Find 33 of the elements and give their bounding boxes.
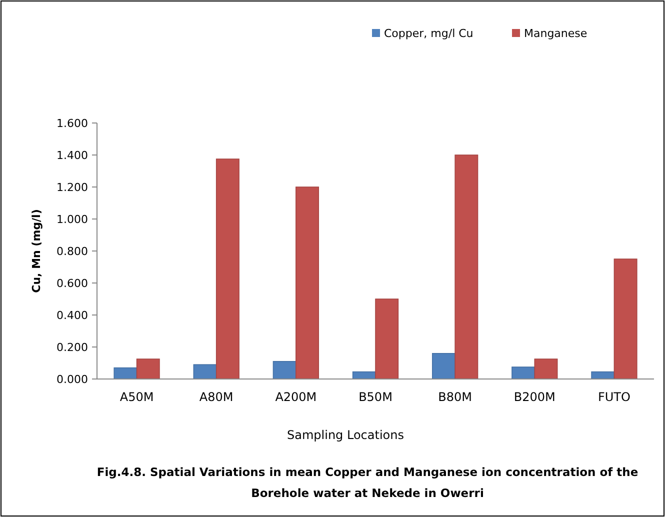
bar <box>454 154 478 380</box>
y-tick-label: 1.600 <box>56 116 88 130</box>
bar <box>114 367 138 380</box>
y-tick-label: 1.400 <box>56 148 88 162</box>
y-tick-label: 1.200 <box>56 180 88 194</box>
x-tick-label: A80M <box>199 390 234 404</box>
bar <box>512 366 536 380</box>
legend-label: Copper, mg/l Cu <box>384 26 474 40</box>
x-tick-label: B50M <box>358 390 392 404</box>
y-tick-label: 0.600 <box>56 276 88 290</box>
x-tick-label: FUTO <box>598 390 630 404</box>
x-tick-label: B80M <box>438 390 472 404</box>
text: Fig.4.8. Spatial Variations in mean Copper and Manganese ion concentration of the Borehole water at Nekede in Owerri <box>96 465 638 500</box>
x-tick-label: A50M <box>120 390 154 404</box>
bar <box>375 298 399 380</box>
bar <box>534 358 558 380</box>
bar <box>432 353 456 380</box>
bar <box>193 364 217 380</box>
x-tick-label: A200M <box>275 390 317 404</box>
y-tick-label: 0.800 <box>56 244 88 258</box>
x-tick-label: B200M <box>514 390 556 404</box>
bar <box>136 358 160 380</box>
y-axis-title: Cu, Mn (mg/l) <box>30 209 43 293</box>
x-axis-title: Sampling Locations <box>287 428 404 442</box>
bar <box>614 258 638 380</box>
y-tick-label: 0.200 <box>56 340 88 354</box>
bar <box>296 186 320 380</box>
y-tick-label: 0.400 <box>56 308 88 322</box>
bar <box>216 158 240 380</box>
legend-label: Manganese <box>524 26 588 40</box>
y-tick-label: 1.000 <box>56 212 88 226</box>
bar <box>272 361 296 380</box>
y-tick-label: 0.000 <box>56 372 88 386</box>
